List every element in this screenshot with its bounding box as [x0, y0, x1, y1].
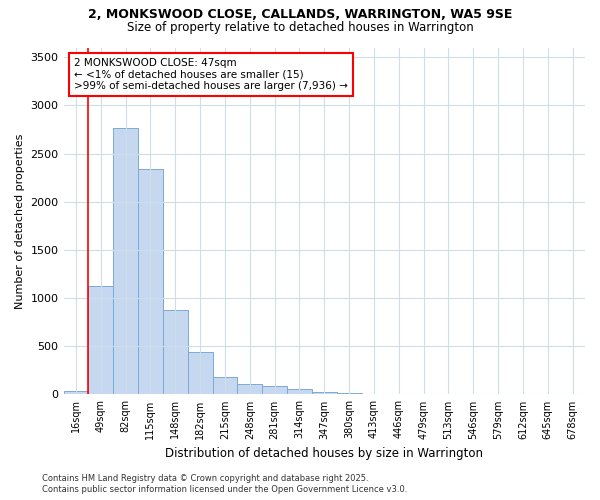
Y-axis label: Number of detached properties: Number of detached properties: [15, 134, 25, 308]
Bar: [188, 352, 212, 395]
Text: 2 MONKSWOOD CLOSE: 47sqm
← <1% of detached houses are smaller (15)
>99% of semi-: 2 MONKSWOOD CLOSE: 47sqm ← <1% of detach…: [74, 58, 348, 91]
Bar: [312, 392, 337, 394]
Bar: [88, 286, 113, 395]
X-axis label: Distribution of detached houses by size in Warrington: Distribution of detached houses by size …: [165, 447, 483, 460]
Bar: [138, 169, 163, 394]
Bar: [163, 310, 188, 394]
Text: Contains HM Land Registry data © Crown copyright and database right 2025.
Contai: Contains HM Land Registry data © Crown c…: [42, 474, 407, 494]
Bar: [212, 376, 238, 394]
Bar: [64, 390, 88, 394]
Text: Size of property relative to detached houses in Warrington: Size of property relative to detached ho…: [127, 21, 473, 34]
Bar: [287, 388, 312, 394]
Bar: [262, 386, 287, 394]
Bar: [238, 384, 262, 394]
Text: 2, MONKSWOOD CLOSE, CALLANDS, WARRINGTON, WA5 9SE: 2, MONKSWOOD CLOSE, CALLANDS, WARRINGTON…: [88, 8, 512, 20]
Bar: [113, 128, 138, 394]
